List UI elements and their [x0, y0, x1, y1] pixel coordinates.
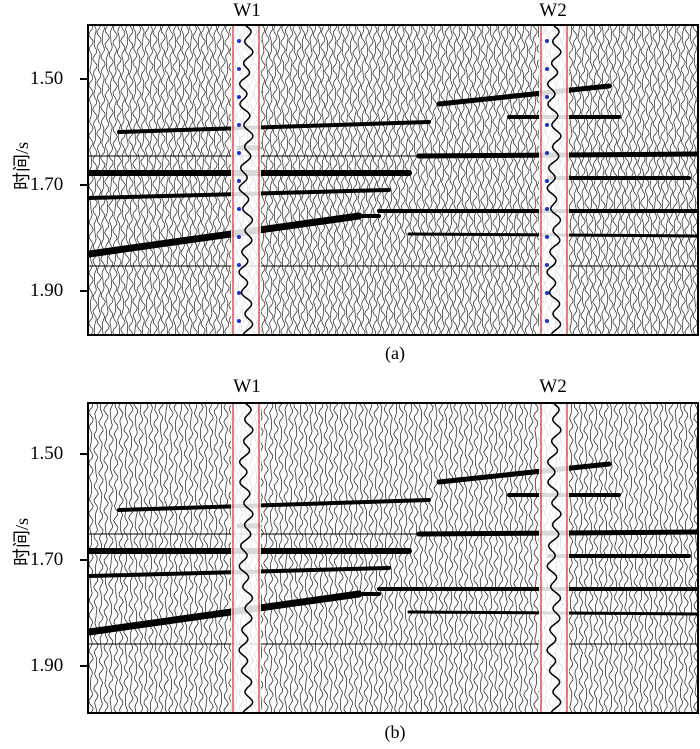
well-label-w1: W1 [233, 376, 261, 397]
tick-label-1-90: 1.90 [30, 655, 64, 676]
tick-label-1-70: 1.70 [30, 174, 64, 195]
trace-group [89, 404, 697, 712]
figure-a: W1 W2 时间/s 1.50 1.70 1.90 (a) [0, 0, 700, 372]
tick-mark [80, 559, 88, 561]
trace-group [89, 26, 697, 334]
seismic-image-b [89, 404, 697, 712]
well-label-w2: W2 [539, 376, 567, 397]
caption-a: (a) [385, 343, 405, 363]
reflector-events [89, 83, 697, 267]
caption-b: (b) [384, 722, 406, 742]
tick-mark [80, 78, 88, 80]
tick-mark [80, 453, 88, 455]
well-label-w1: W1 [233, 0, 261, 21]
tick-label-1-50: 1.50 [30, 68, 64, 89]
seismic-section-a [87, 24, 699, 336]
tick-mark [80, 184, 88, 186]
tick-mark [80, 290, 88, 292]
tick-label-1-70: 1.70 [30, 549, 64, 570]
figure-b: W1 W2 时间/s 1.50 1.70 1.90 (b) [0, 374, 700, 749]
tick-label-1-90: 1.90 [30, 280, 64, 301]
seismic-image-a [89, 26, 697, 334]
tick-label-1-50: 1.50 [30, 443, 64, 464]
tick-mark [80, 665, 88, 667]
well-label-w2: W2 [539, 0, 567, 21]
reflector-events [89, 461, 697, 645]
seismic-section-b [87, 402, 699, 714]
